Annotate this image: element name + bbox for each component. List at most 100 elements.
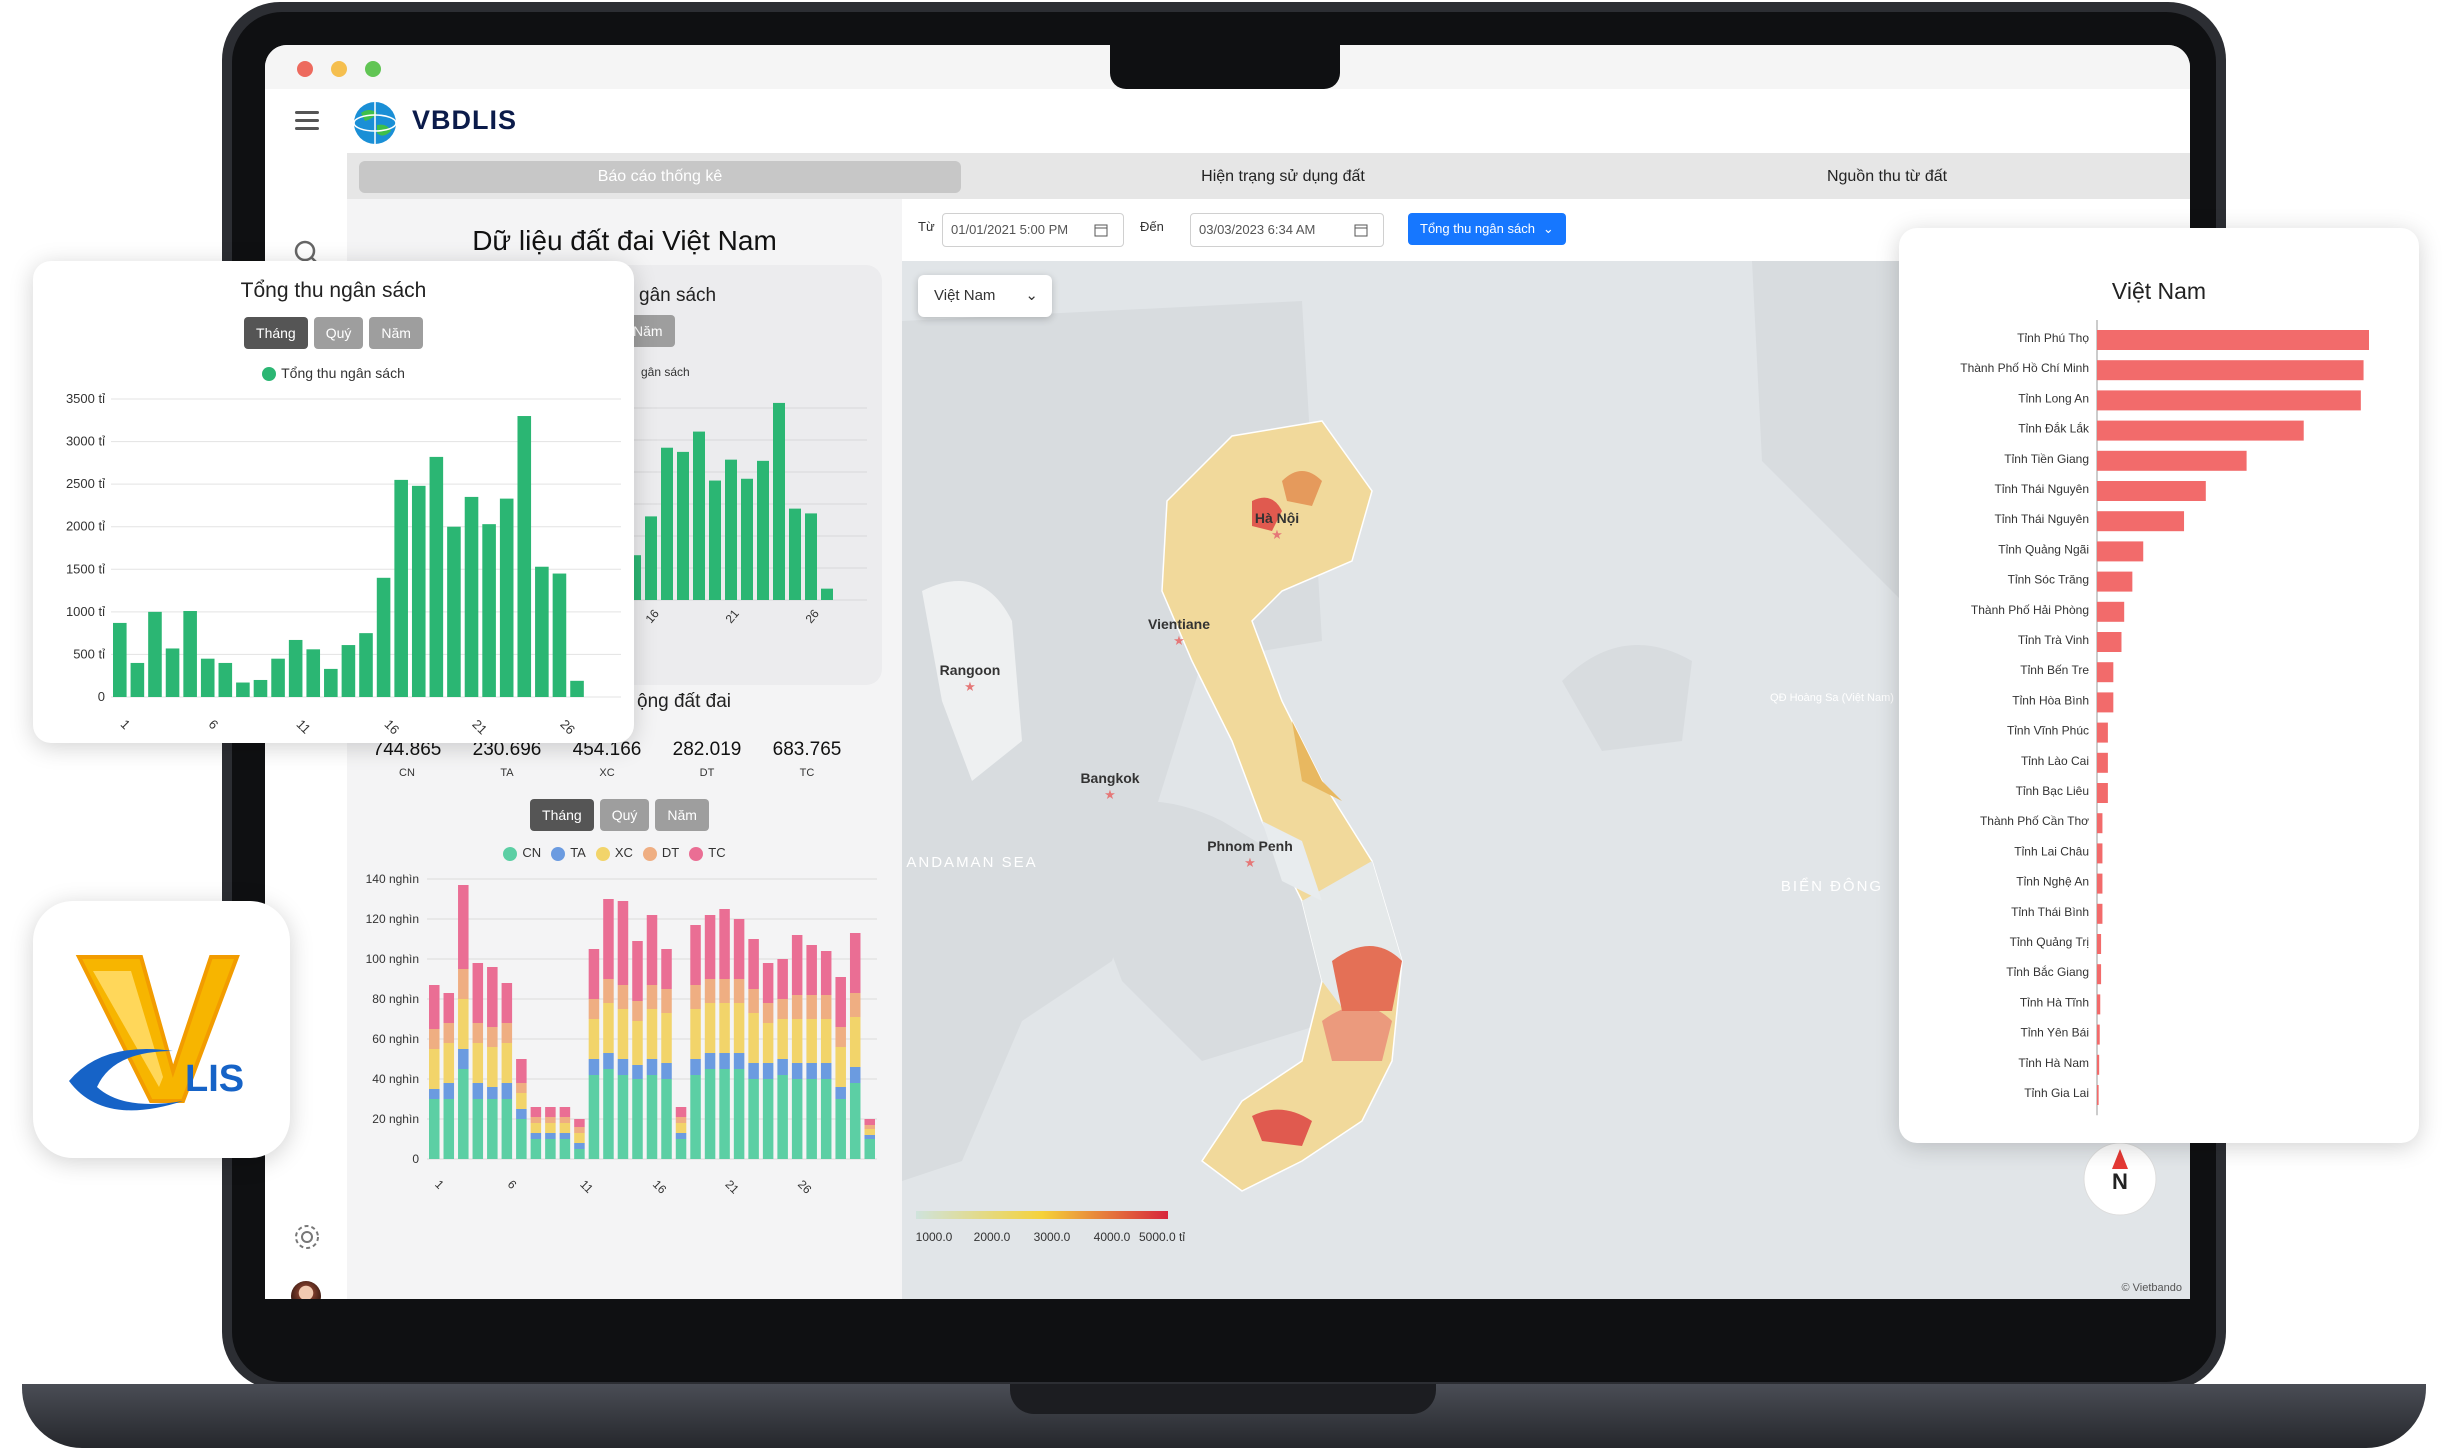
province-bar	[2097, 450, 2247, 471]
province-label: Thành Phố Hồ Chí Minh	[1960, 361, 2089, 375]
legend-item[interactable]: CN	[503, 845, 541, 861]
stack-segment	[675, 1139, 687, 1159]
stack-segment	[864, 1125, 875, 1129]
stack-segment	[849, 1083, 861, 1159]
calendar-icon[interactable]	[1094, 223, 1108, 237]
month-button[interactable]: Tháng	[530, 799, 594, 831]
stack-segment	[559, 1117, 571, 1123]
bar	[306, 649, 321, 697]
bar	[757, 460, 769, 600]
x-tick-label: 6	[505, 1177, 520, 1192]
bar	[200, 658, 215, 697]
legend-item[interactable]: XC	[595, 845, 633, 861]
tab-nguon-thu-tu-dat[interactable]: Nguồn thu từ đất	[1826, 168, 1948, 185]
province-region	[1252, 497, 1282, 531]
legend-swatch	[689, 846, 704, 861]
stack-segment	[429, 1029, 440, 1049]
gear-icon[interactable]	[293, 1223, 321, 1251]
to-date-input[interactable]: 03/03/2023 6:34 AM	[1190, 213, 1384, 247]
month-button[interactable]: Tháng	[244, 317, 308, 349]
legend-item[interactable]: TA	[551, 845, 586, 861]
stack-segment	[429, 1099, 440, 1159]
bar	[552, 573, 567, 697]
stack-segment	[429, 1089, 440, 1099]
stack-segment	[733, 1003, 745, 1053]
stack-segment	[733, 979, 745, 1003]
x-tick-label: 21	[723, 606, 743, 625]
legend-item[interactable]: DT	[642, 845, 679, 861]
tab-bao-cao-thong-ke[interactable]: Báo cáo thống kê	[359, 161, 961, 193]
stack-segment	[516, 1093, 527, 1109]
vlis-app-icon[interactable]: LIS	[33, 901, 290, 1158]
province-label: Tỉnh Phú Thọ	[2017, 331, 2089, 345]
minimize-window-button[interactable]	[331, 61, 347, 77]
stack-segment	[661, 1013, 672, 1063]
menu-icon[interactable]	[295, 111, 319, 130]
country-select[interactable]: Việt Nam ⌄	[918, 275, 1052, 317]
stack-segment	[530, 1117, 542, 1123]
legend-swatch	[503, 846, 518, 861]
stack-segment	[530, 1133, 542, 1139]
globe-logo-icon	[353, 102, 397, 144]
stack-segment	[820, 951, 832, 995]
stack-segment	[545, 1133, 556, 1139]
stack-segment	[791, 995, 803, 1019]
stack-segment	[617, 1009, 629, 1059]
tab-hien-trang-su-dung-dat[interactable]: Hiện trạng sử dụng đất	[1201, 168, 1365, 185]
legend-swatch	[262, 367, 277, 382]
province-bar	[2097, 1085, 2099, 1105]
province-label: Tỉnh Hà Nam	[2018, 1056, 2089, 1070]
statistics-panel: Dữ liệu đất đai Việt Nam gân sách Năm gâ…	[347, 199, 902, 1299]
stack-segment	[820, 995, 832, 1019]
province-label: Tỉnh Lai Châu	[2014, 844, 2089, 858]
stack-segment	[632, 1065, 643, 1079]
stack-segment	[675, 1117, 687, 1123]
x-tick-label: 16	[650, 1177, 670, 1197]
stack-segment	[762, 1023, 774, 1063]
year-button[interactable]: Năm	[369, 317, 423, 349]
city-marker-icon: ★	[1271, 527, 1283, 542]
stack-segment	[661, 1063, 672, 1079]
stack-segment	[762, 1063, 774, 1079]
stack-segment	[516, 1119, 527, 1159]
province-bar	[2097, 632, 2122, 652]
stack-segment	[574, 1143, 585, 1149]
stack-segment	[443, 1043, 455, 1083]
maximize-window-button[interactable]	[365, 61, 381, 77]
scale-label: 5000.0 tỉ	[1139, 1230, 1185, 1244]
budget-chart-card: Tổng thu ngân sách Tháng Quý Năm Tổng th…	[33, 261, 634, 743]
main-tabs: Báo cáo thống kê Hiện trạng sử dụng đất …	[347, 153, 2190, 199]
from-date-input[interactable]: 01/01/2021 5:00 PM	[942, 213, 1124, 247]
province-horizontal-bar-chart: Tỉnh Phú Thọ Thành Phố Hồ Chí Minh Tỉnh Lo…	[1960, 320, 2369, 1116]
stack-segment	[820, 1063, 832, 1079]
user-avatar[interactable]	[291, 1281, 321, 1299]
stack-segment	[762, 1079, 774, 1159]
calendar-icon[interactable]	[1354, 223, 1368, 237]
year-button[interactable]: Năm	[655, 799, 709, 831]
stack-segment	[762, 963, 774, 1003]
kpi-dt: 282.019 DT	[672, 739, 742, 779]
panel-title: Dữ liệu đất đai Việt Nam	[472, 225, 777, 256]
stack-segment	[646, 1075, 658, 1159]
y-tick-label: 3000 tỉ	[66, 434, 105, 449]
stack-segment	[545, 1107, 556, 1117]
bar	[165, 648, 180, 697]
province-region	[1332, 946, 1402, 1011]
bar	[288, 639, 303, 697]
stack-segment	[748, 1079, 759, 1159]
svg-text:LIS: LIS	[185, 1058, 244, 1100]
quarter-button[interactable]: Quý	[313, 317, 364, 349]
quarter-button[interactable]: Quý	[599, 799, 650, 831]
stack-segment	[864, 1129, 875, 1135]
stack-segment	[603, 979, 614, 1003]
legend-item[interactable]: TC	[689, 845, 726, 861]
stack-segment	[719, 909, 730, 979]
close-window-button[interactable]	[297, 61, 313, 77]
stack-segment	[530, 1107, 542, 1117]
x-tick-label: 26	[795, 1177, 815, 1197]
x-tick-label: 11	[294, 717, 314, 737]
bar	[341, 645, 356, 697]
stack-segment	[849, 1017, 861, 1067]
province-label: Tỉnh Bắc Giang	[2006, 964, 2089, 979]
metric-dropdown[interactable]: Tổng thu ngân sách ⌄	[1408, 213, 1566, 245]
